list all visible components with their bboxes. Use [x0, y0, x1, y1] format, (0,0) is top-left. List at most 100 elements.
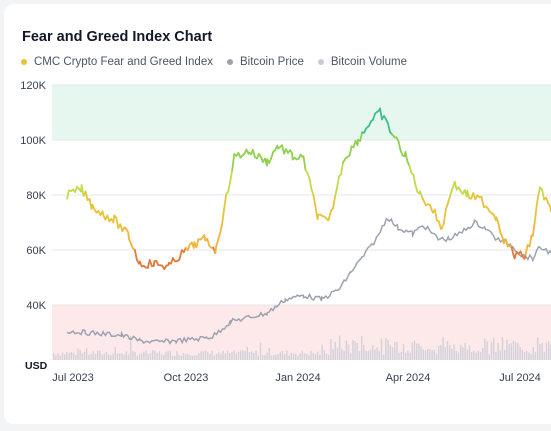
- chart-title: Fear and Greed Index Chart: [22, 29, 213, 45]
- volume-bar: [407, 350, 409, 360]
- volume-bar: [482, 347, 484, 360]
- volume-bar: [114, 346, 116, 360]
- fear-greed-segment: [372, 112, 376, 121]
- volume-bar: [237, 351, 240, 360]
- volume-bar: [229, 353, 231, 360]
- volume-bar: [372, 345, 374, 360]
- volume-bar: [158, 351, 160, 360]
- volume-bar: [385, 338, 387, 360]
- volume-bar: [61, 352, 64, 360]
- volume-bar: [435, 353, 438, 360]
- legend-item-bitcoin-volume[interactable]: Bitcoin Volume: [317, 56, 407, 68]
- volume-bar: [517, 342, 519, 360]
- volume-bar: [433, 349, 435, 360]
- volume-bar: [66, 352, 68, 360]
- volume-bar: [330, 339, 332, 360]
- volume-bar: [312, 352, 314, 360]
- volume-bar: [110, 355, 112, 360]
- fear-greed-segment: [513, 251, 518, 260]
- legend-swatch-fear-greed: [21, 59, 27, 65]
- volume-bar: [460, 344, 462, 360]
- volume-bar: [345, 340, 347, 360]
- volume-bar: [211, 350, 213, 360]
- volume-bar: [116, 353, 119, 360]
- fear-greed-segment: [231, 153, 236, 171]
- volume-bar: [90, 354, 92, 360]
- volume-bar: [191, 355, 193, 360]
- fear-greed-segment: [80, 184, 85, 197]
- fear-greed-segment: [336, 175, 340, 189]
- fear-greed-segment: [453, 180, 458, 191]
- volume-bar: [457, 352, 460, 360]
- fear-greed-segment: [412, 173, 417, 186]
- volume-bar: [512, 340, 515, 360]
- volume-bar: [484, 338, 486, 360]
- fear-greed-segment: [495, 216, 500, 225]
- volume-bar: [112, 353, 114, 360]
- volume-bar: [204, 350, 207, 360]
- volume-bar: [455, 350, 457, 360]
- volume-bar: [53, 353, 55, 360]
- volume-bar: [413, 340, 416, 360]
- volume-bar: [537, 337, 539, 360]
- volume-bar: [420, 346, 422, 360]
- volume-bar: [103, 353, 105, 360]
- volume-bar: [68, 353, 70, 360]
- volume-bar: [284, 353, 286, 360]
- volume-bar: [548, 341, 550, 360]
- volume-bar: [242, 350, 244, 360]
- volume-bar: [125, 351, 127, 360]
- volume-bar: [398, 352, 400, 360]
- volume-bar: [156, 353, 158, 360]
- fear-greed-segment: [535, 191, 540, 206]
- volume-bar: [123, 354, 125, 360]
- fear-greed-segment: [227, 180, 232, 193]
- volume-bar: [411, 342, 413, 360]
- fear-greed-segment: [446, 196, 451, 205]
- volume-bar: [471, 351, 473, 360]
- volume-bar: [409, 352, 411, 360]
- volume-bar: [402, 343, 405, 360]
- fear-greed-segment: [115, 216, 120, 230]
- zone-greed: [52, 85, 551, 140]
- volume-bar: [248, 352, 251, 360]
- volume-bar: [143, 351, 145, 360]
- fear-greed-segment: [133, 249, 138, 261]
- y-axis-unit: USD: [25, 360, 48, 372]
- volume-bar: [449, 344, 451, 360]
- legend-label-bitcoin-price: Bitcoin Price: [239, 56, 304, 68]
- volume-bar: [222, 350, 224, 360]
- volume-bar: [255, 350, 257, 360]
- volume-bar: [262, 355, 264, 360]
- volume-bar: [215, 354, 218, 360]
- volume-bar: [343, 350, 345, 360]
- volume-bar: [81, 353, 83, 360]
- volume-bar: [321, 344, 323, 360]
- fear-greed-segment: [545, 196, 549, 204]
- volume-bar: [121, 353, 123, 360]
- volume-bar: [138, 353, 141, 360]
- volume-bar: [323, 350, 325, 360]
- volume-bar: [495, 352, 497, 360]
- volume-bar: [182, 353, 185, 360]
- volume-bar: [508, 344, 510, 360]
- volume-bar: [354, 341, 356, 360]
- volume-bar: [171, 355, 174, 360]
- volume-bar: [189, 355, 191, 360]
- volume-bar: [418, 343, 420, 360]
- legend-item-fear-greed[interactable]: CMC Crypto Fear and Greed Index: [21, 56, 213, 68]
- fear-greed-segment: [379, 107, 383, 121]
- fear-greed-segment: [127, 231, 130, 240]
- volume-bar: [240, 350, 242, 360]
- volume-bar: [541, 343, 543, 360]
- fear-greed-segment: [195, 238, 200, 249]
- fear-greed-segment: [334, 186, 338, 198]
- volume-bar: [374, 349, 376, 360]
- volume-bar: [185, 353, 187, 360]
- volume-bar: [77, 348, 79, 360]
- fear-greed-segment: [524, 244, 529, 256]
- fear-greed-segment: [359, 131, 364, 142]
- volume-bar: [94, 353, 97, 360]
- volume-bar: [259, 342, 262, 360]
- legend-item-bitcoin-price[interactable]: Bitcoin Price: [226, 56, 304, 68]
